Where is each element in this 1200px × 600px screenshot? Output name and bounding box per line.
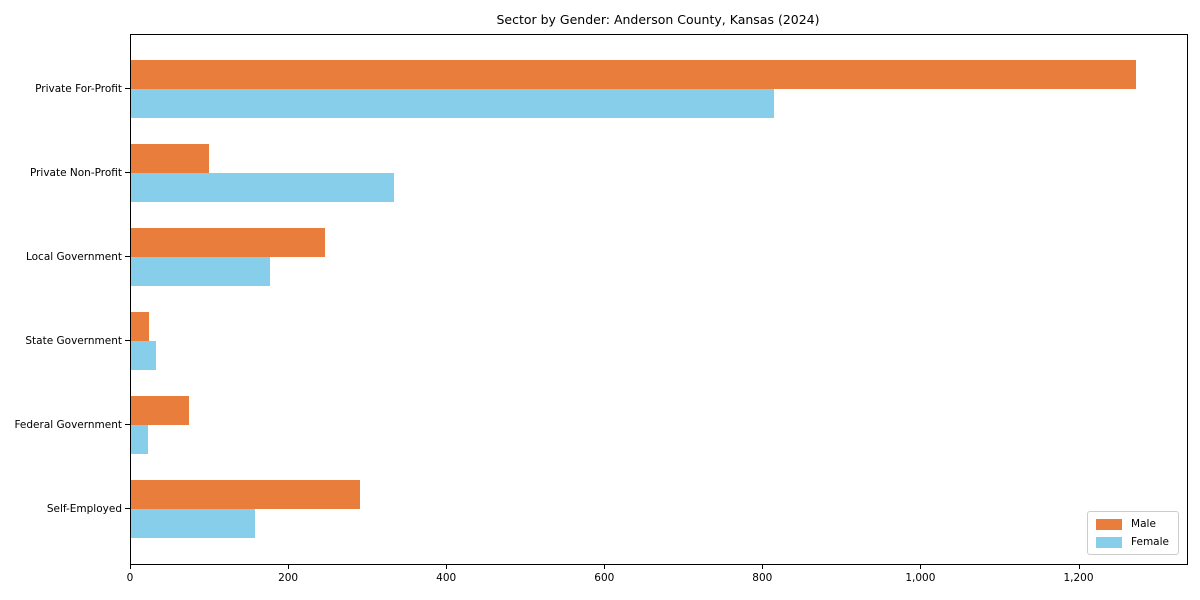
bar-male-state-government	[131, 312, 150, 341]
bar-female-federal-government	[131, 425, 148, 454]
x-tick-mark	[604, 565, 606, 569]
x-tick-label-200: 200	[278, 572, 299, 584]
x-tick-mark	[446, 565, 448, 569]
legend-label-female: Female	[1131, 536, 1169, 548]
y-tick-label-private-for-profit: Private For-Profit	[35, 83, 122, 95]
y-tick-mark	[125, 88, 130, 89]
y-tick-label-state-government: State Government	[25, 335, 122, 347]
y-tick-mark	[125, 256, 130, 257]
x-tick-label-0: 0	[126, 572, 134, 584]
x-tick-label-800: 800	[752, 572, 773, 584]
bar-male-federal-government	[131, 396, 189, 425]
x-tick-mark	[762, 565, 764, 569]
y-tick-label-federal-government: Federal Government	[14, 419, 122, 431]
y-tick-label-self-employed: Self-Employed	[46, 503, 122, 515]
y-tick-mark	[125, 424, 130, 425]
legend: Male Female	[1087, 511, 1179, 555]
x-tick-label-400: 400	[436, 572, 457, 584]
x-tick-mark	[288, 565, 290, 569]
bar-female-private-for-profit	[131, 89, 774, 118]
bar-male-local-government	[131, 228, 326, 257]
y-tick-label-private-non-profit: Private Non-Profit	[29, 167, 122, 179]
legend-item-male: Male	[1096, 518, 1169, 530]
bar-male-private-for-profit	[131, 60, 1137, 89]
legend-item-female: Female	[1096, 536, 1169, 548]
bar-female-state-government	[131, 341, 156, 370]
bar-male-self-employed	[131, 480, 361, 509]
x-tick-label-1000: 1,000	[905, 572, 936, 584]
y-tick-mark	[125, 508, 130, 509]
y-tick-label-local-government: Local Government	[25, 251, 122, 263]
x-tick-mark	[1078, 565, 1080, 569]
bar-male-private-non-profit	[131, 144, 209, 173]
y-tick-mark	[125, 172, 130, 173]
female-swatch-icon	[1096, 536, 1123, 548]
bar-female-private-non-profit	[131, 173, 395, 202]
legend-label-male: Male	[1131, 518, 1156, 530]
plot-area: Male Female	[130, 34, 1188, 565]
chart-title: Sector by Gender: Anderson County, Kansa…	[496, 12, 820, 27]
male-swatch-icon	[1096, 518, 1123, 530]
bar-female-self-employed	[131, 509, 256, 538]
y-tick-mark	[125, 340, 130, 341]
x-tick-label-1200: 1,200	[1063, 572, 1094, 584]
x-tick-mark	[130, 565, 131, 569]
x-tick-mark	[920, 565, 922, 569]
bar-female-local-government	[131, 257, 271, 286]
x-tick-label-600: 600	[594, 572, 615, 584]
